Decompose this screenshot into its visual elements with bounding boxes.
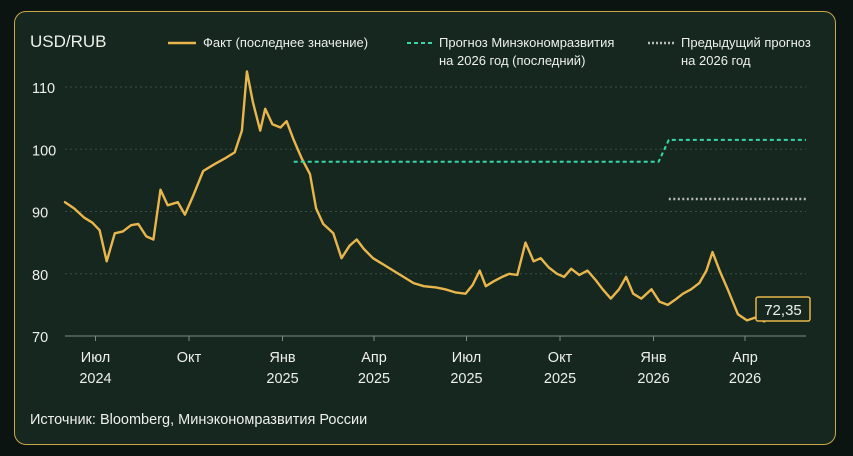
legend-item-fact: Факт (последнее значение) — [168, 35, 368, 50]
legend: Факт (последнее значение) Прогноз Минэко… — [168, 35, 811, 68]
x-tick-year: 2026 — [637, 371, 669, 387]
series-line-fact — [63, 70, 766, 323]
y-tick-label: 70 — [32, 330, 48, 346]
y-tick-label: 90 — [32, 206, 48, 222]
x-tick-year: 2026 — [729, 371, 761, 387]
x-tick-month: Янв — [269, 350, 295, 366]
x-tick-year: 2025 — [358, 371, 390, 387]
x-tick-month: Окт — [548, 350, 573, 366]
y-axis: 70 80 90 100 110 — [32, 81, 56, 346]
x-tick-year: 2024 — [79, 371, 111, 387]
x-tick-month: Апр — [732, 350, 758, 366]
callout-box — [755, 296, 811, 322]
legend-item-forecast: Прогноз Минэкономразвития на 2026 год (п… — [407, 35, 614, 68]
legend-label-forecast-1: Прогноз Минэкономразвития — [439, 35, 614, 50]
legend-item-previous-forecast: Предыдущий прогноз на 2026 год — [648, 35, 811, 68]
x-tick-year: 2025 — [544, 371, 576, 387]
x-tick-month: Апр — [361, 350, 387, 366]
legend-label-fact: Факт (последнее значение) — [203, 35, 368, 50]
y-tick-label: 80 — [32, 268, 48, 284]
x-tick-year: 2025 — [450, 371, 482, 387]
series-line-forecast — [293, 138, 806, 163]
legend-label-forecast-2: на 2026 год (последний) — [439, 53, 585, 68]
legend-label-previous-1: Предыдущий прогноз — [681, 35, 811, 50]
chart-card — [14, 11, 836, 445]
x-axis: Июл 2024 Окт Янв 2025 Апр 2025 Июл 2025 Окт 2025 Ян… — [79, 336, 761, 387]
y-tick-label: 110 — [32, 81, 55, 97]
gridlines — [65, 86, 806, 337]
series-lines — [63, 70, 806, 323]
chart-title: USD/RUB — [30, 32, 107, 51]
x-tick-month: Окт — [177, 350, 202, 366]
last-value-callout: 72,35 — [755, 296, 811, 322]
last-value-label: 72,35 — [764, 302, 802, 319]
x-tick-month: Июл — [81, 350, 110, 366]
legend-label-previous-2: на 2026 год — [681, 53, 751, 68]
y-tick-label: 100 — [32, 143, 56, 159]
x-tick-month: Июл — [452, 350, 481, 366]
x-tick-year: 2025 — [266, 371, 298, 387]
source-note: Источник: Bloomberg, Минэкономразвития Р… — [30, 412, 367, 428]
x-tick-month: Янв — [640, 350, 666, 366]
